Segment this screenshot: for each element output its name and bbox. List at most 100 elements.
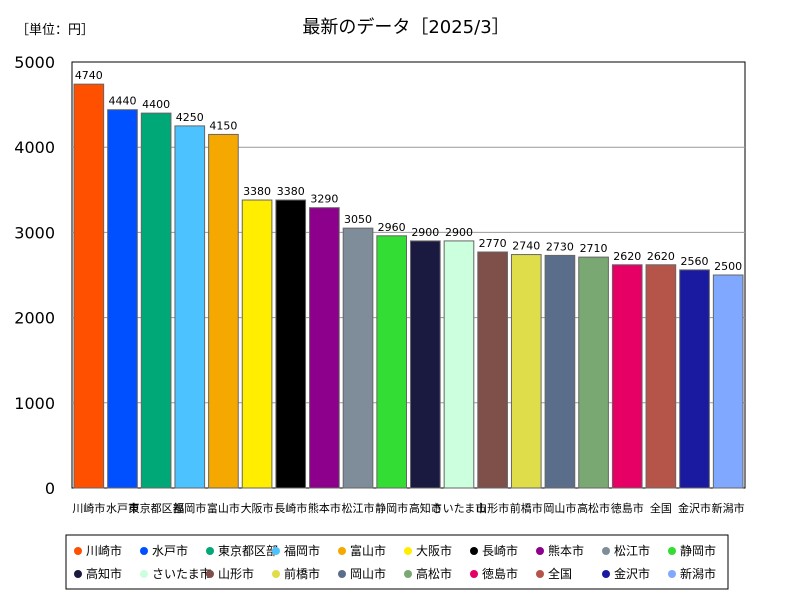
plot-frame <box>71 61 746 489</box>
legend-item: 前橋市 <box>284 566 320 581</box>
y-tick-label: 1000 <box>14 394 55 413</box>
data-label: 3380 <box>277 185 305 198</box>
x-tick-label: 徳島市 <box>611 501 644 515</box>
legend-box <box>65 534 729 590</box>
legend-item: 川崎市 <box>86 543 122 558</box>
legend-item: 福岡市 <box>284 543 320 558</box>
legend-marker <box>668 570 676 578</box>
legend-marker <box>470 547 478 555</box>
legend-marker <box>602 547 610 555</box>
legend-item: 高松市 <box>416 566 452 581</box>
data-label: 2620 <box>613 250 641 263</box>
bar <box>578 256 609 489</box>
data-label: 3380 <box>243 185 271 198</box>
legend-item: 静岡市 <box>680 543 716 558</box>
legend-item: 全国 <box>548 566 572 581</box>
legend-item: 東京都区部 <box>218 543 278 558</box>
bar <box>140 112 172 489</box>
x-tick-label: 金沢市 <box>678 501 711 515</box>
x-tick-label: 水戸市 <box>106 501 139 515</box>
legend-item: 大阪市 <box>416 543 452 558</box>
x-tick-label: 新潟市 <box>712 501 745 515</box>
data-label: 4740 <box>75 69 103 82</box>
legend-marker <box>206 570 214 578</box>
x-tick-label: 静岡市 <box>375 501 408 515</box>
legend-marker <box>74 570 82 578</box>
bar <box>275 199 307 489</box>
bar <box>410 240 441 489</box>
x-tick-label: 高松市 <box>577 501 610 515</box>
legend-marker <box>536 570 544 578</box>
data-label: 2560 <box>681 255 709 268</box>
legend-item: 高知市 <box>86 566 122 581</box>
y-tick-label: 5000 <box>14 53 55 72</box>
y-tick-label: 2000 <box>14 309 55 328</box>
data-label: 2900 <box>411 226 439 239</box>
bar <box>510 254 542 489</box>
x-tick-label: 福岡市 <box>173 501 206 515</box>
y-tick-label: 0 <box>45 479 55 498</box>
legend-item: 山形市 <box>218 566 254 581</box>
data-label: 4440 <box>108 95 136 108</box>
legend-marker <box>404 570 412 578</box>
x-tick-label: 大阪市 <box>241 501 274 515</box>
x-tick-label: 岡山市 <box>543 501 576 515</box>
legend-item: 長崎市 <box>482 543 518 558</box>
legend-item: 新潟市 <box>680 566 716 581</box>
x-tick-label: さいたま市 <box>432 501 487 515</box>
x-tick-label: 川崎市 <box>72 501 105 515</box>
legend-marker <box>206 547 214 555</box>
legend-marker <box>470 570 478 578</box>
data-label: 4250 <box>176 111 204 124</box>
legend-marker <box>74 547 82 555</box>
x-tick-label: 東京都区部 <box>129 501 184 515</box>
legend-marker <box>404 547 412 555</box>
legend-item: 松江市 <box>614 543 650 558</box>
bar <box>241 199 273 489</box>
x-tick-label: 富山市 <box>207 501 240 515</box>
labels: 4740 川崎市 4440 水戸市 4400 東京都区部 4250 福岡市 4150 富山市 338… <box>72 69 744 515</box>
x-tick-label: 長崎市 <box>274 501 307 515</box>
data-label: 2900 <box>445 226 473 239</box>
y-tick-label: 3000 <box>14 223 55 242</box>
data-label: 3290 <box>310 193 338 206</box>
legend-item: 富山市 <box>350 543 386 558</box>
bar <box>477 251 508 489</box>
legend-marker <box>602 570 610 578</box>
bar <box>544 254 576 489</box>
legend-item: 熊本市 <box>548 543 584 558</box>
data-label: 2770 <box>479 237 507 250</box>
data-label: 3050 <box>344 213 372 226</box>
bar <box>611 264 643 489</box>
y-tick-label: 4000 <box>14 138 55 157</box>
bar <box>679 269 710 489</box>
bar <box>309 207 340 489</box>
data-label: 2620 <box>647 250 675 263</box>
bar <box>174 125 206 489</box>
unit-label: ［単位：円］ <box>16 22 94 38</box>
x-tick-label: 全国 <box>650 501 672 515</box>
legend-marker <box>338 570 346 578</box>
legend-marker <box>668 547 676 555</box>
data-label: 4150 <box>209 119 237 132</box>
bar <box>73 83 105 489</box>
x-tick-label: 山形市 <box>476 501 509 515</box>
legend-marker <box>272 547 280 555</box>
bar <box>107 109 138 489</box>
data-label: 2500 <box>714 260 742 273</box>
legend-item: 徳島市 <box>482 566 518 581</box>
legend-item: 金沢市 <box>614 566 650 581</box>
data-label: 4400 <box>142 98 170 111</box>
legend-item: 水戸市 <box>152 543 188 558</box>
legend-marker <box>338 547 346 555</box>
legend-marker <box>140 547 148 555</box>
legend-marker <box>536 547 544 555</box>
data-label: 2960 <box>378 221 406 234</box>
bars <box>73 83 744 489</box>
bar <box>376 235 408 489</box>
x-tick-label: 前橋市 <box>510 501 543 515</box>
chart-title: 最新のデータ［2025/3］ <box>302 17 509 38</box>
bar <box>712 274 744 489</box>
